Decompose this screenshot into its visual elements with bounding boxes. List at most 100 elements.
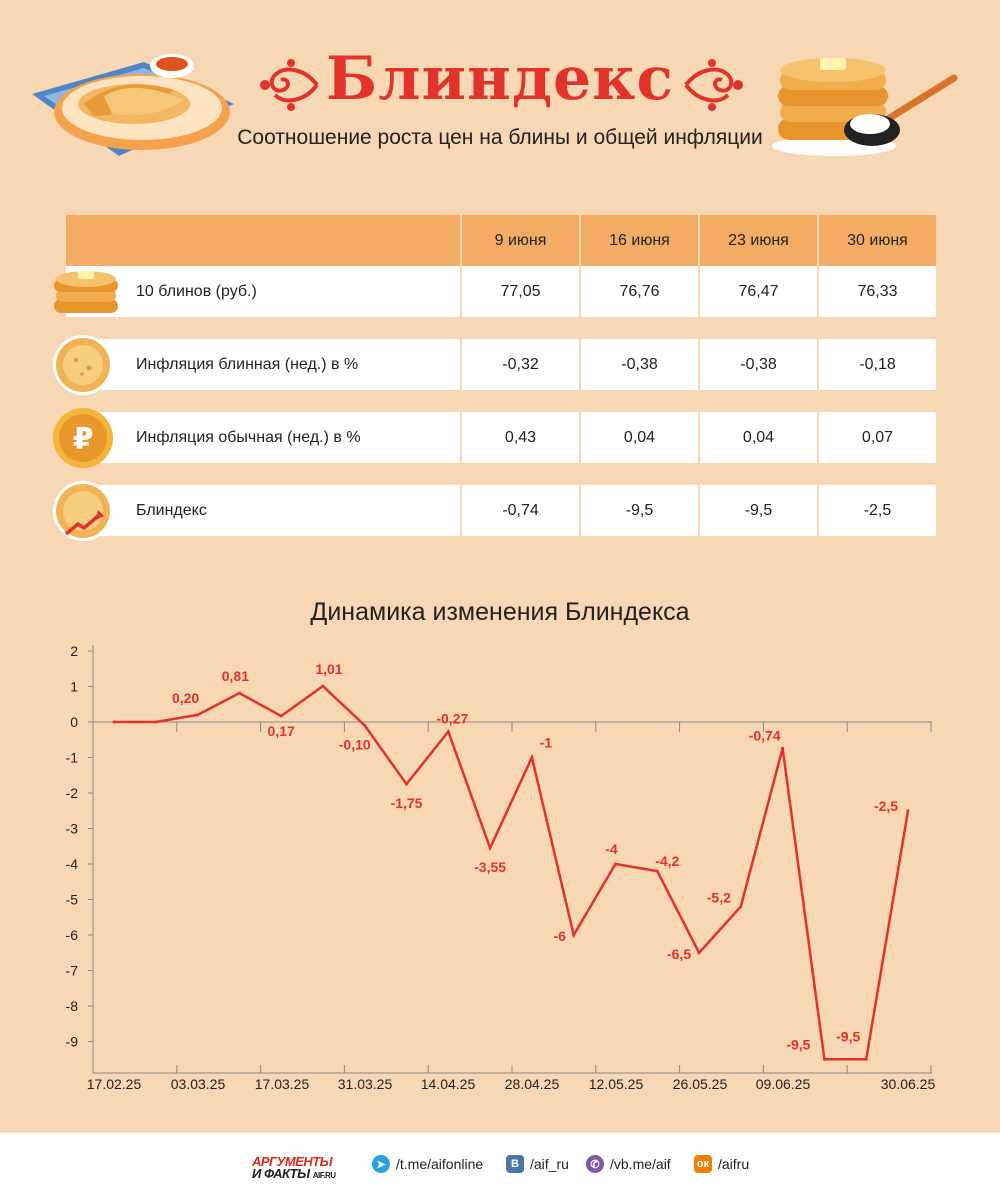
data-point (279, 714, 283, 718)
y-tick-label: -7 (66, 963, 79, 979)
y-tick-label: -6 (66, 927, 79, 943)
x-tick-label: 12.05.25 (589, 1076, 644, 1092)
aif-logo: АРГУМЕНТЫ И ФАКТЫ AIF.RU (252, 1154, 336, 1181)
data-label: -2,5 (874, 798, 898, 814)
data-label: -0,27 (436, 711, 468, 727)
data-point (739, 905, 743, 909)
ornament-left-icon (260, 59, 319, 111)
table-cell: 0,07 (817, 412, 936, 463)
y-tick-label: -2 (66, 785, 79, 801)
x-tick-label: 31.03.25 (338, 1076, 393, 1092)
row-label: 10 блинов (руб.) (136, 282, 257, 300)
x-tick-label: 17.03.25 (255, 1076, 310, 1092)
data-point (446, 730, 450, 734)
vk-link[interactable]: B /aif_ru (506, 1154, 569, 1174)
data-point (363, 724, 367, 728)
data-point (906, 809, 910, 813)
table-cell: -9,5 (579, 485, 698, 536)
y-tick-label: -4 (66, 856, 79, 872)
odnoklassniki-icon: ок (694, 1155, 712, 1173)
data-label: -5,2 (707, 890, 731, 906)
data-point (530, 756, 534, 759)
page-title: Блиндекс (325, 44, 675, 114)
data-label: 0,81 (222, 668, 249, 684)
data-label: 0,20 (172, 690, 199, 706)
table-cell: -0,74 (460, 485, 579, 536)
data-label: -9,5 (836, 1028, 860, 1044)
table-cell: 0,04 (579, 412, 698, 463)
y-tick-label: -8 (66, 998, 79, 1014)
data-label: -6 (553, 928, 566, 944)
data-label: 0,17 (268, 723, 295, 739)
column-header: 23 июня (698, 215, 817, 266)
data-point (572, 933, 576, 937)
blindex-line-chart: 2 1 0 -1 -2 -3 -4 -5 -6 -7 -8 -9 17.02.25 03.03.25 17.… (66, 643, 936, 1092)
data-point (237, 691, 241, 695)
data-point (154, 720, 158, 724)
table-cell: -0,38 (579, 339, 698, 390)
data-label: -0,10 (339, 737, 371, 753)
data-point (864, 1057, 868, 1061)
odnoklassniki-link[interactable]: ок /aifru (694, 1154, 749, 1174)
table-cell: 76,33 (817, 266, 936, 317)
data-point (112, 720, 116, 724)
row-label: Блиндекс (136, 501, 207, 519)
data-point (488, 846, 492, 850)
footer: АРГУМЕНТЫ И ФАКТЫ AIF.RU ➤ /t.me/aifonli… (0, 1133, 1000, 1193)
vk-icon: B (506, 1155, 524, 1173)
table-header-row: 9 июня 16 июня 23 июня 30 июня (66, 215, 936, 266)
column-header: 9 июня (460, 215, 579, 266)
data-label: -1 (540, 735, 553, 751)
series-line (114, 684, 910, 1061)
table-cell: -2,5 (817, 485, 936, 536)
x-tick-label: 26.05.25 (673, 1076, 728, 1092)
header: Блиндекс Соотношение роста цен на блины … (0, 0, 1000, 190)
data-label: -9,5 (786, 1036, 810, 1052)
x-tick-label: 28.04.25 (505, 1076, 560, 1092)
viber-link[interactable]: ✆ /vb.me/aif (586, 1154, 671, 1174)
data-point (613, 862, 617, 866)
column-header: 16 июня (579, 215, 698, 266)
pancake-icon (53, 335, 113, 395)
table-cell: 0,04 (698, 412, 817, 463)
svg-text:₽: ₽ (73, 422, 94, 457)
table-cell: 76,76 (579, 266, 698, 317)
table-cell: -9,5 (698, 485, 817, 536)
table-cell: 77,05 (460, 266, 579, 317)
data-label: -4,2 (655, 853, 679, 869)
row-label: Инфляция обычная (нед.) в % (136, 428, 361, 446)
table-cell: 0,43 (460, 412, 579, 463)
y-tick-label: -9 (66, 1034, 79, 1050)
data-point (781, 746, 785, 750)
table-row: Блиндекс -0,74 -9,5 -9,5 -2,5 (53, 481, 936, 541)
y-tick-label: -3 (66, 821, 79, 837)
x-tick-label: 30.06.25 (881, 1076, 936, 1092)
data-point (655, 869, 659, 873)
data-point (405, 782, 409, 786)
data-label: -1,75 (391, 795, 423, 811)
pancake-arrow-icon (53, 481, 113, 541)
table-cell: 76,47 (698, 266, 817, 317)
data-label: -6,5 (667, 946, 691, 962)
telegram-link[interactable]: ➤ /t.me/aifonline (372, 1154, 483, 1174)
chart-title: Динамика изменения Блиндекса (310, 598, 690, 626)
table-row: Инфляция блинная (нед.) в % -0,32 -0,38 … (53, 335, 936, 395)
table-cell: -0,38 (698, 339, 817, 390)
column-header: 30 июня (817, 215, 936, 266)
ruble-coin-icon: ₽ (53, 408, 113, 468)
x-tick-label: 09.06.25 (756, 1076, 811, 1092)
pancake-stack-illustration (772, 58, 958, 156)
table-row: 10 блинов (руб.) 77,05 76,76 76,47 76,33 (54, 266, 936, 317)
page-subtitle: Соотношение роста цен на блины и общей и… (237, 126, 763, 149)
table-row: ₽ Инфляция обычная (нед.) в % 0,43 0,04 … (53, 408, 936, 468)
data-point (321, 684, 325, 688)
pancake-plate-illustration (32, 54, 234, 156)
y-tick-label: -5 (66, 892, 79, 908)
pancake-stack-icon (54, 271, 118, 313)
data-point (196, 713, 200, 717)
table-header-empty (66, 215, 460, 266)
ornament-right-icon (684, 59, 743, 111)
data-label: -3,55 (474, 859, 506, 875)
data-point (822, 1057, 826, 1061)
table-cell: -0,32 (460, 339, 579, 390)
